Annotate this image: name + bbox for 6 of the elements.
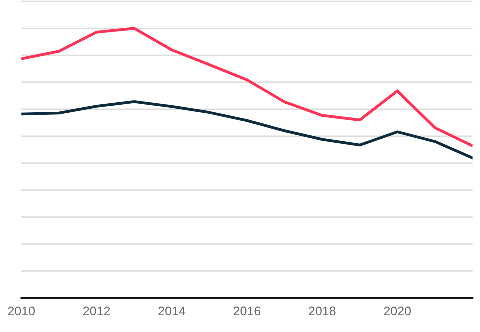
x-tick-label: 2010 <box>8 306 36 316</box>
x-tick-label: 2018 <box>309 306 336 316</box>
x-tick-label: 2014 <box>158 306 186 316</box>
x-tick-label: 2012 <box>84 306 110 316</box>
x-tick-label: 2020 <box>384 306 412 316</box>
x-tick-label: 2016 <box>234 306 261 316</box>
